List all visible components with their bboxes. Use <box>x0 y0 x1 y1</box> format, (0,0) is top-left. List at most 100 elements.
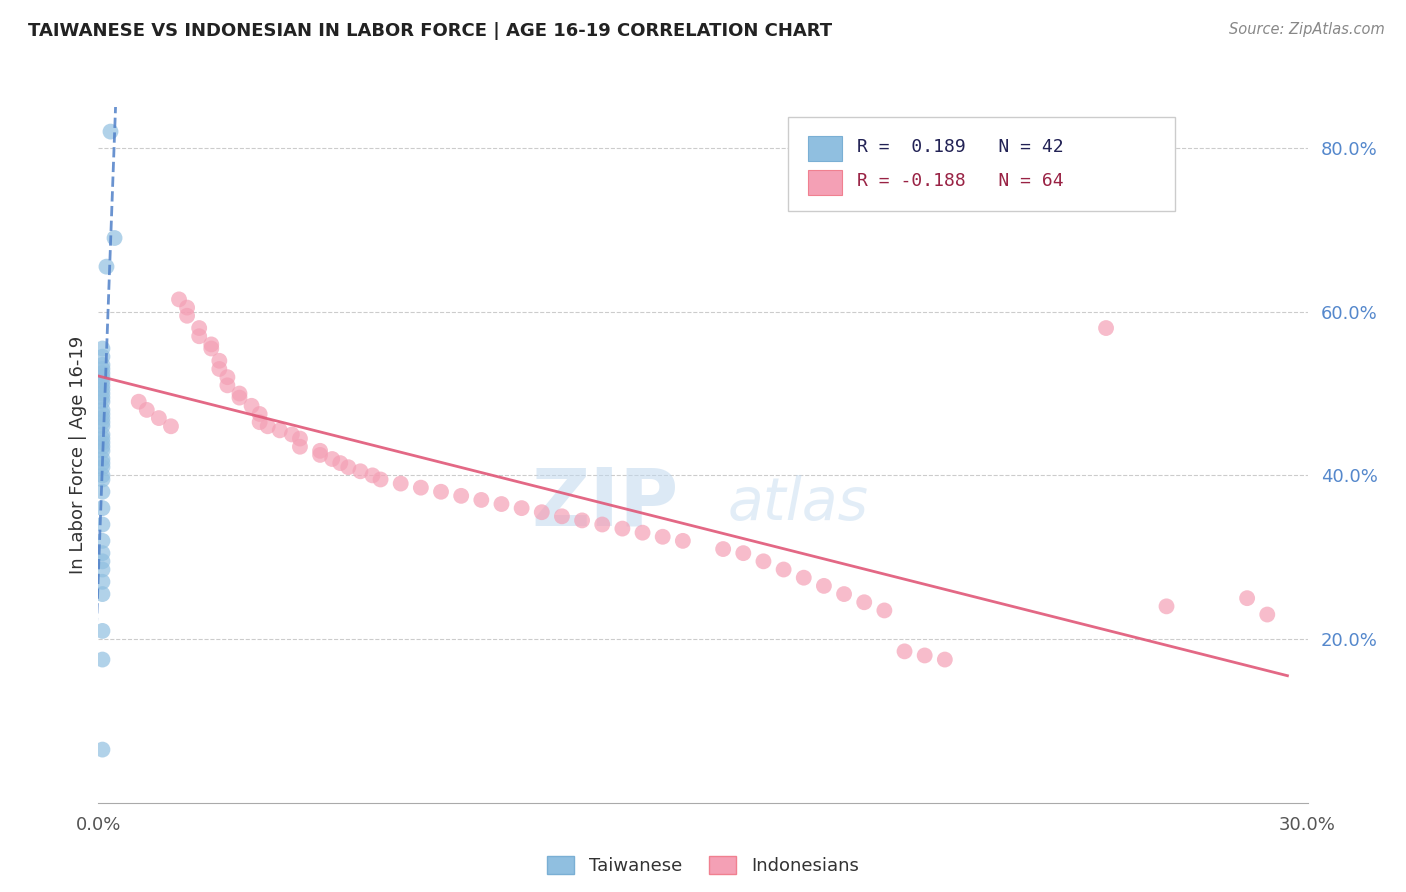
Point <box>370 473 392 487</box>
Point <box>1095 321 1118 335</box>
Point <box>91 435 114 450</box>
Point <box>91 386 114 401</box>
Point <box>612 522 634 536</box>
Point <box>91 407 114 421</box>
Point <box>128 394 150 409</box>
Point <box>249 415 271 429</box>
Point <box>91 652 114 666</box>
Point <box>288 432 311 446</box>
Point <box>591 517 613 532</box>
Point <box>672 533 695 548</box>
Point <box>91 460 114 475</box>
Point <box>188 329 211 343</box>
Point <box>91 391 114 405</box>
Point <box>309 443 332 458</box>
Bar <box>808 136 842 161</box>
Point <box>91 452 114 467</box>
Point <box>1236 591 1258 606</box>
Point <box>530 505 553 519</box>
Point <box>91 443 114 458</box>
Point <box>772 562 794 576</box>
Point <box>430 484 453 499</box>
Point <box>256 419 278 434</box>
Point <box>329 456 352 470</box>
Point <box>91 501 114 516</box>
Point <box>103 231 125 245</box>
Point <box>96 260 118 274</box>
Point <box>321 452 343 467</box>
Point <box>91 473 114 487</box>
Text: R = -0.188   N = 64: R = -0.188 N = 64 <box>856 172 1063 191</box>
Point <box>793 571 815 585</box>
Point <box>91 456 114 470</box>
Point <box>91 574 114 589</box>
Point <box>651 530 673 544</box>
Point <box>309 448 332 462</box>
Point <box>91 517 114 532</box>
Point <box>91 484 114 499</box>
Point <box>853 595 876 609</box>
Point <box>91 358 114 372</box>
Point <box>450 489 472 503</box>
Point <box>813 579 835 593</box>
Point <box>91 624 114 638</box>
Point <box>91 362 114 376</box>
Point <box>1256 607 1278 622</box>
Point <box>91 742 114 756</box>
Point <box>176 301 198 315</box>
Point <box>91 394 114 409</box>
Text: R =  0.189   N = 42: R = 0.189 N = 42 <box>856 137 1063 156</box>
Point <box>91 468 114 483</box>
Point <box>160 419 183 434</box>
Point <box>349 464 371 478</box>
Point <box>91 419 114 434</box>
Point <box>148 411 170 425</box>
Point <box>100 125 122 139</box>
Point <box>91 587 114 601</box>
Point <box>91 370 114 384</box>
Y-axis label: In Labor Force | Age 16-19: In Labor Force | Age 16-19 <box>69 335 87 574</box>
Point <box>91 427 114 442</box>
Point <box>873 603 896 617</box>
Point <box>914 648 936 663</box>
Text: TAIWANESE VS INDONESIAN IN LABOR FORCE | AGE 16-19 CORRELATION CHART: TAIWANESE VS INDONESIAN IN LABOR FORCE |… <box>28 22 832 40</box>
Point <box>893 644 915 658</box>
Point <box>733 546 755 560</box>
Point <box>200 337 222 351</box>
Point <box>752 554 775 568</box>
Point <box>91 533 114 548</box>
Point <box>91 546 114 560</box>
Point <box>91 440 114 454</box>
Point <box>361 468 384 483</box>
Point <box>281 427 304 442</box>
Point <box>91 432 114 446</box>
Point <box>551 509 574 524</box>
Point <box>269 423 291 437</box>
Point <box>91 374 114 388</box>
Point <box>91 403 114 417</box>
Point <box>491 497 513 511</box>
Point <box>167 293 190 307</box>
Point <box>1156 599 1178 614</box>
Point <box>217 378 239 392</box>
Text: Source: ZipAtlas.com: Source: ZipAtlas.com <box>1229 22 1385 37</box>
Point <box>176 309 198 323</box>
Point <box>91 562 114 576</box>
Point <box>91 350 114 364</box>
Point <box>135 403 157 417</box>
Bar <box>808 170 842 195</box>
FancyBboxPatch shape <box>787 118 1174 211</box>
Point <box>91 342 114 356</box>
Point <box>208 353 231 368</box>
Point <box>409 481 432 495</box>
Point <box>240 399 263 413</box>
Point <box>91 366 114 380</box>
Point <box>188 321 211 335</box>
Point <box>934 652 956 666</box>
Point <box>91 383 114 397</box>
Text: atlas: atlas <box>727 475 868 533</box>
Point <box>228 386 250 401</box>
Point <box>337 460 360 475</box>
Legend: Taiwanese, Indonesians: Taiwanese, Indonesians <box>538 847 868 884</box>
Point <box>200 342 222 356</box>
